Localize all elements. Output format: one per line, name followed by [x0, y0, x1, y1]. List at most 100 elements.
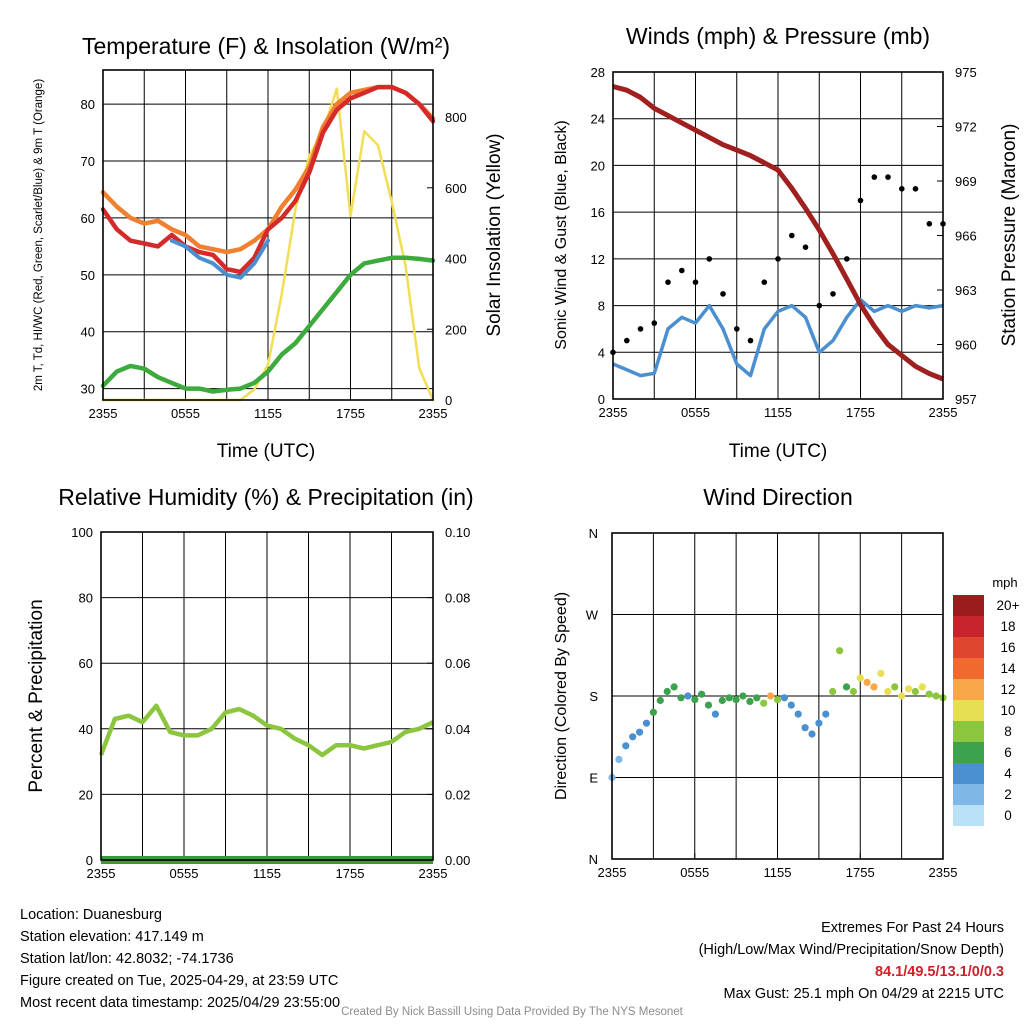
legend-label: 20+ [997, 598, 1020, 613]
gust-point [775, 256, 781, 262]
direction-point [794, 710, 802, 718]
direction-point [732, 696, 740, 704]
gust-point [789, 232, 795, 239]
y-axis-title: Sonic Wind & Gust (Blue, Black) [553, 120, 570, 349]
y-tick-label: 16 [591, 205, 605, 220]
direction-point [684, 692, 692, 700]
y2-tick-label: 975 [955, 65, 977, 80]
legend-swatch [953, 784, 984, 805]
y-tick-label: 24 [591, 112, 605, 127]
gust-point [912, 186, 919, 192]
gust-point [816, 302, 823, 309]
extremes-info: Extremes For Past 24 Hours (High/Low/Max… [699, 917, 1004, 1005]
x-tick-label: 0555 [171, 406, 200, 421]
x-axis-title: Time (UTC) [729, 441, 828, 462]
y-tick-label: 80 [81, 97, 95, 112]
x-tick-label: 2355 [599, 405, 628, 420]
y2-tick-label: 0.00 [445, 853, 470, 868]
legend-label: 12 [1000, 682, 1015, 697]
plot-border [612, 71, 944, 400]
legend-label: 8 [1004, 724, 1012, 739]
gust-point [830, 291, 836, 297]
y-axis-title: Percent & Precipitation [26, 599, 47, 792]
y-tick-label: 12 [591, 252, 605, 267]
direction-point [898, 692, 906, 700]
created-text: Figure created on Tue, 2025-04-29, at 23… [20, 973, 339, 989]
legend-swatch [953, 616, 984, 637]
x-tick-label: 2355 [87, 866, 116, 881]
direction-point [656, 696, 664, 705]
gust-point [679, 267, 685, 274]
x-tick-label: 1755 [336, 866, 365, 881]
direction-point [787, 701, 795, 709]
gust-point [761, 279, 768, 286]
direction-point [704, 701, 713, 709]
gust-point [844, 256, 850, 262]
y2-tick-label: 600 [445, 181, 467, 196]
chart-title: Wind Direction [703, 484, 853, 510]
wind-series-line [612, 297, 944, 378]
x-tick-label: 2355 [598, 865, 627, 880]
direction-point [767, 692, 775, 700]
y-tick-label: 60 [79, 656, 93, 671]
y-tick-label: S [589, 689, 598, 704]
td-series-line [100, 255, 436, 394]
y2-tick-label: 969 [955, 174, 977, 189]
legend-swatch [953, 742, 984, 763]
t2-series-line [100, 84, 436, 275]
direction-point [856, 674, 864, 682]
legend-swatch [953, 805, 984, 826]
y-tick-label: 60 [81, 211, 95, 226]
gust-point [734, 326, 740, 332]
direction-point [877, 669, 885, 678]
y-tick-label: 50 [81, 268, 95, 283]
station-info: Location: Duanesburg Station elevation: … [20, 904, 340, 1014]
rh-series-line [98, 703, 434, 758]
x-tick-label: 1155 [764, 865, 792, 880]
direction-point [642, 719, 651, 727]
y2-tick-label: 0.06 [445, 656, 470, 671]
direction-point [711, 710, 720, 718]
credit-text: Created By Nick Bassill Using Data Provi… [341, 1006, 683, 1018]
chart-title: Temperature (F) & Insolation (W/m²) [82, 33, 450, 59]
y2-tick-label: 200 [445, 322, 467, 337]
direction-point [925, 690, 933, 698]
y2-tick-label: 0.10 [445, 525, 470, 540]
y-tick-label: 30 [81, 382, 95, 397]
x-tick-label: 1155 [253, 866, 281, 881]
direction-point [629, 733, 637, 741]
y-tick-label: 100 [71, 525, 93, 540]
legend-label: 6 [1004, 745, 1012, 760]
location-text: Location: Duanesburg [20, 907, 162, 923]
direction-point [932, 692, 940, 700]
legend-label: 2 [1004, 787, 1012, 802]
elevation-text: Station elevation: 417.149 m [20, 929, 204, 945]
wc-series-line [169, 238, 270, 280]
y-tick-label: 0 [86, 853, 93, 868]
extremes-legend: (High/Low/Max Wind/Precipitation/Snow De… [698, 942, 1004, 958]
legend-swatch [953, 637, 984, 658]
y2-tick-label: 972 [955, 120, 977, 135]
legend-label: 18 [1000, 619, 1015, 634]
y-tick-label: 28 [591, 65, 605, 80]
y-tick-label: E [589, 771, 598, 786]
direction-point [718, 696, 726, 705]
x-tick-label: 2355 [929, 865, 958, 880]
legend-swatch [953, 721, 984, 742]
x-tick-label: 2355 [419, 866, 448, 881]
gust-point [624, 337, 630, 344]
direction-point [842, 683, 851, 691]
y2-tick-label: 800 [445, 110, 467, 125]
legend-swatch [953, 700, 984, 721]
y-tick-label: 20 [591, 158, 605, 173]
direction-point [670, 683, 678, 691]
legend-title: mph [992, 575, 1017, 590]
y-tick-label: 80 [79, 591, 93, 606]
x-tick-label: 0555 [681, 405, 710, 420]
gust-point [857, 197, 864, 204]
y2-tick-label: 963 [955, 283, 977, 298]
legend-label: 10 [1000, 703, 1015, 718]
y2-tick-label: 957 [955, 392, 977, 407]
temperature-insolation-panel: 2355 0555 1155 1755 235530405060708002004006… [33, 33, 505, 462]
y-tick-label: 4 [598, 345, 605, 360]
